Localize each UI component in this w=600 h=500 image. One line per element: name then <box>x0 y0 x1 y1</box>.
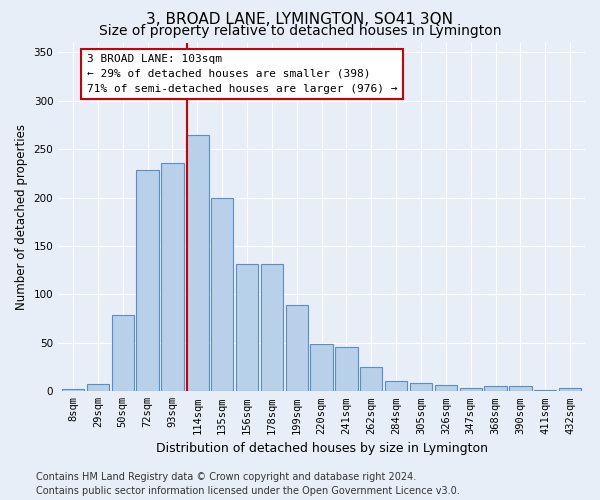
Y-axis label: Number of detached properties: Number of detached properties <box>15 124 28 310</box>
Bar <box>161 162 184 392</box>
Bar <box>112 315 134 392</box>
Bar <box>509 386 532 392</box>
Text: 3, BROAD LANE, LYMINGTON, SO41 3QN: 3, BROAD LANE, LYMINGTON, SO41 3QN <box>146 12 454 28</box>
Bar <box>385 380 407 392</box>
Bar <box>559 388 581 392</box>
Bar <box>534 390 556 392</box>
Bar <box>310 344 333 392</box>
Bar <box>286 305 308 392</box>
Bar <box>260 264 283 392</box>
Bar <box>136 170 159 392</box>
Bar <box>410 382 432 392</box>
Bar <box>484 386 507 392</box>
Bar <box>360 367 382 392</box>
Bar <box>434 386 457 392</box>
Text: Contains HM Land Registry data © Crown copyright and database right 2024.
Contai: Contains HM Land Registry data © Crown c… <box>36 472 460 496</box>
Text: 3 BROAD LANE: 103sqm
← 29% of detached houses are smaller (398)
71% of semi-deta: 3 BROAD LANE: 103sqm ← 29% of detached h… <box>87 54 397 94</box>
Text: Size of property relative to detached houses in Lymington: Size of property relative to detached ho… <box>99 24 501 38</box>
Bar <box>211 198 233 392</box>
Bar <box>62 390 84 392</box>
Bar <box>335 346 358 392</box>
Bar <box>236 264 258 392</box>
Bar <box>186 134 209 392</box>
X-axis label: Distribution of detached houses by size in Lymington: Distribution of detached houses by size … <box>155 442 488 455</box>
Bar <box>460 388 482 392</box>
Bar <box>87 384 109 392</box>
